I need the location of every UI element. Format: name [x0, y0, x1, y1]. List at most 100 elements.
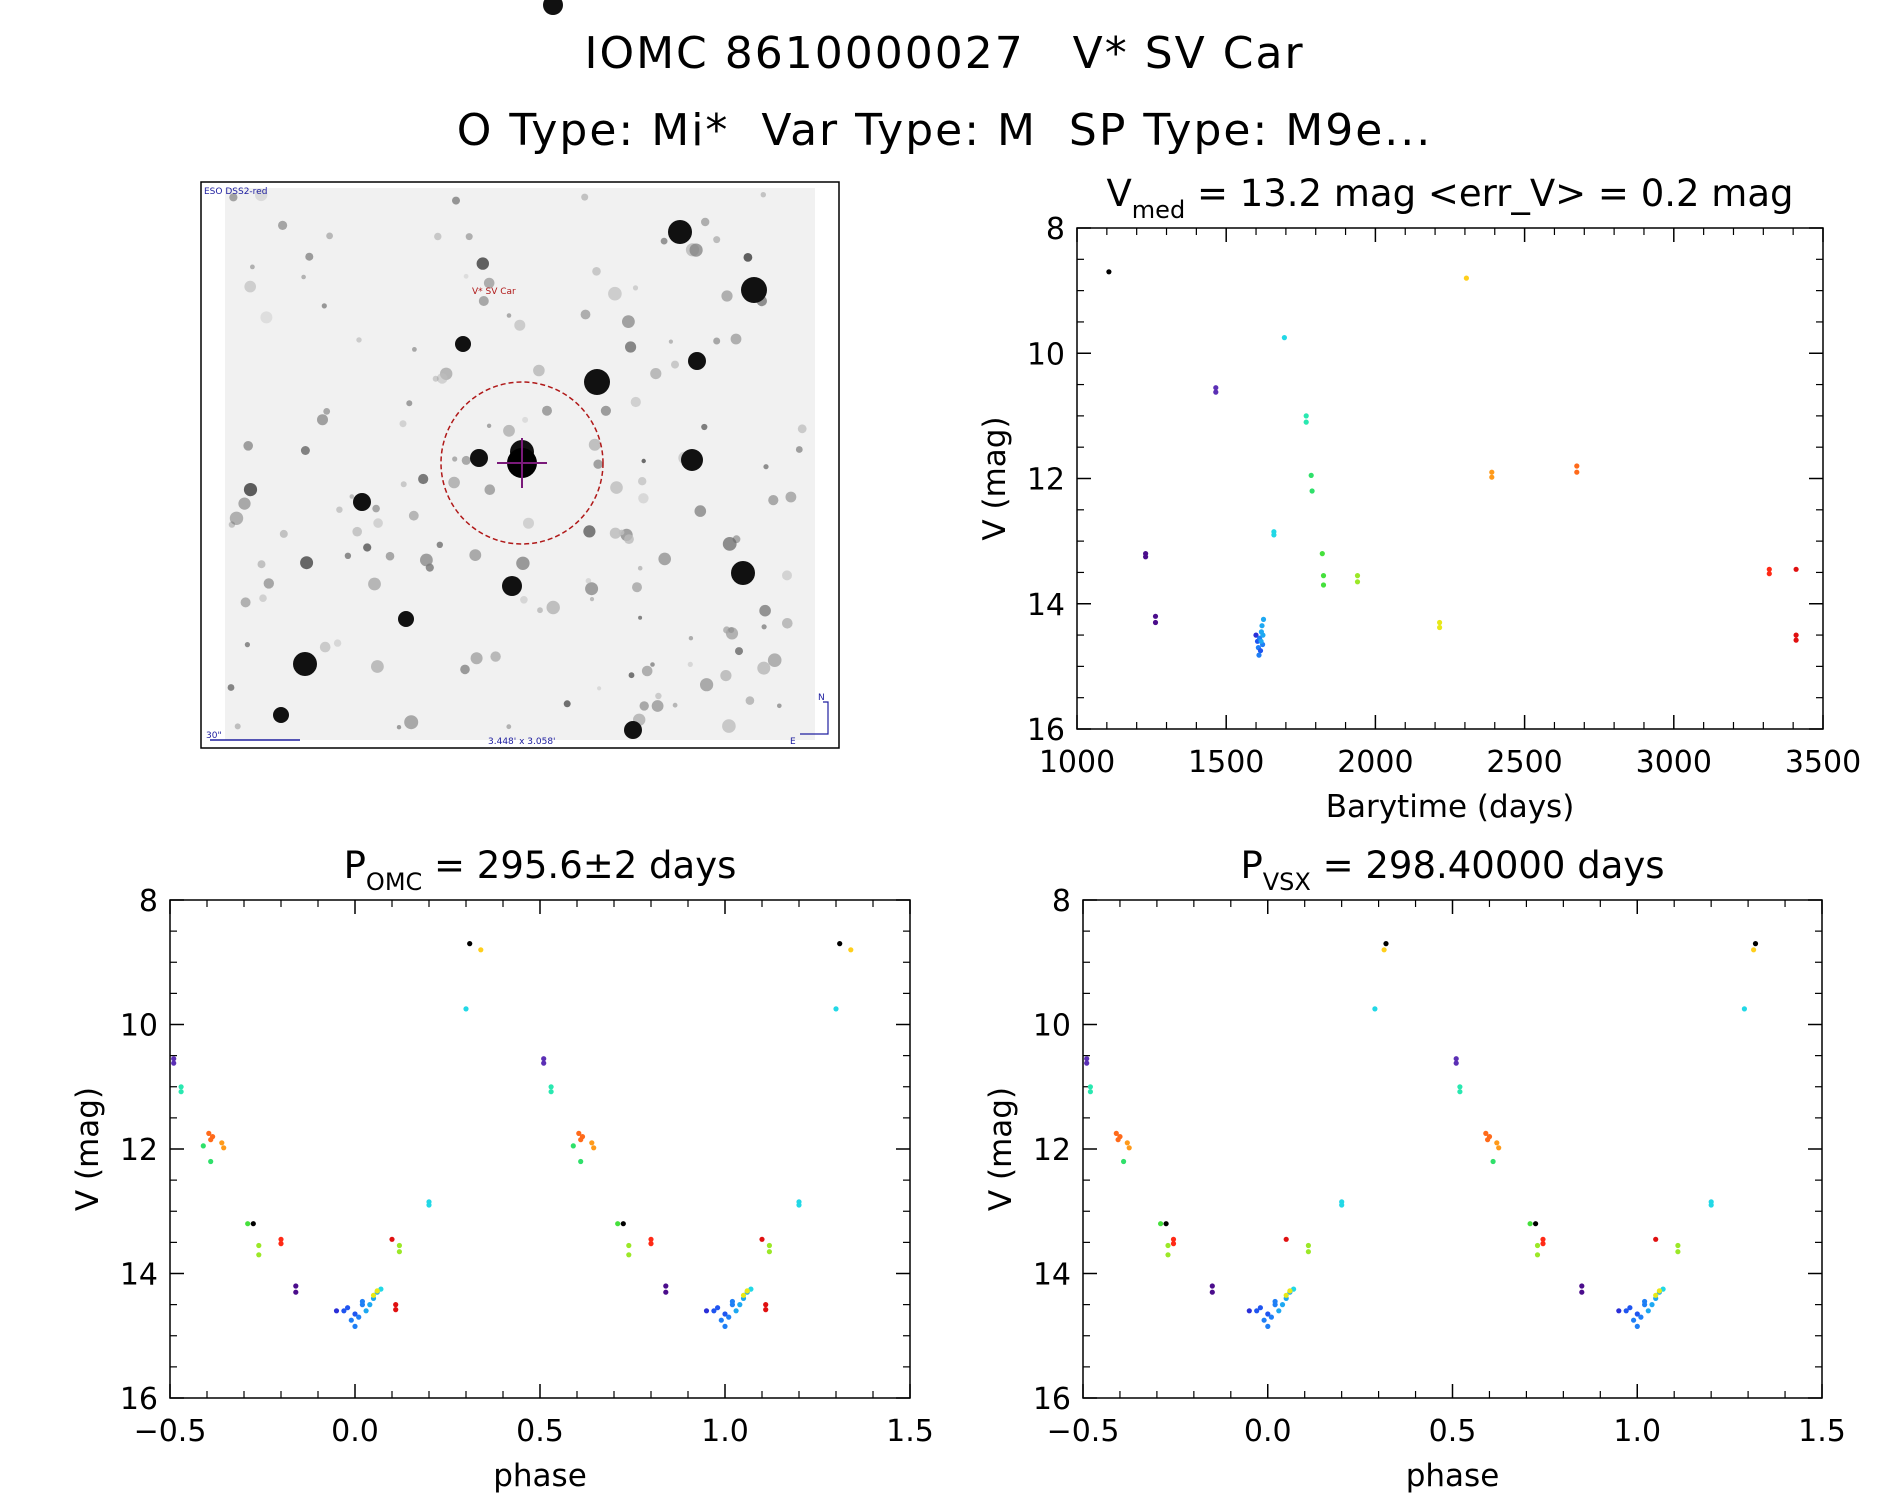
data-point: [393, 1307, 399, 1313]
data-point: [1303, 413, 1309, 419]
y-tick-label: 10: [120, 1009, 158, 1044]
data-point: [548, 1089, 554, 1095]
x-tick-label: 1.5: [886, 1414, 934, 1449]
data-point: [1453, 1060, 1459, 1066]
data-point: [1579, 1289, 1585, 1295]
y-tick-label: 14: [1033, 1258, 1071, 1293]
data-point: [374, 1288, 380, 1294]
data-point: [1793, 566, 1799, 572]
data-point: [711, 1308, 717, 1314]
data-point: [356, 1314, 362, 1320]
data-point: [1653, 1236, 1659, 1242]
data-point: [763, 1302, 769, 1308]
data-point: [1489, 474, 1495, 480]
data-point: [726, 1314, 732, 1320]
data-point: [740, 1292, 747, 1298]
x-tick-label: 1.0: [701, 1414, 749, 1449]
data-point: [1281, 335, 1287, 341]
data-point: [1656, 1288, 1662, 1294]
data-point: [1354, 579, 1361, 585]
y-tick-label: 8: [1052, 884, 1071, 919]
y-axis-label: V (mag): [977, 416, 1013, 540]
data-point: [722, 1323, 728, 1329]
data-point: [1494, 1140, 1500, 1146]
data-point: [1533, 1221, 1539, 1227]
title-rest: = 295.6±2 days: [422, 844, 736, 887]
data-point: [1437, 619, 1443, 626]
data-point: [578, 1158, 584, 1165]
data-point: [1163, 1221, 1169, 1227]
data-point: [1106, 269, 1112, 275]
data-point: [1486, 1134, 1493, 1140]
y-tick-label: 16: [120, 1382, 158, 1417]
x-tick-label: 1.5: [1798, 1414, 1846, 1449]
data-point: [467, 941, 473, 947]
data-point: [200, 1143, 206, 1149]
data-point: [837, 941, 843, 947]
x-tick-label: 0.5: [516, 1414, 564, 1449]
data-point: [1152, 613, 1159, 619]
data-point: [703, 1308, 710, 1314]
data-point: [1152, 619, 1159, 626]
data-point: [541, 1060, 547, 1066]
data-point: [1259, 623, 1265, 629]
data-point: [663, 1283, 669, 1289]
x-axis-label: phase: [1406, 1458, 1500, 1494]
data-point: [763, 1307, 769, 1313]
data-point: [733, 1308, 739, 1314]
data-point: [221, 1145, 227, 1151]
data-point: [1634, 1323, 1640, 1329]
data-point: [1437, 624, 1443, 631]
plot-title: PVSX = 298.40000 days: [1240, 844, 1664, 896]
data-point: [1261, 1317, 1267, 1323]
chart-phase_vsx: −0.5 0.0 0.5 1.0 1.5 8 10 12 14 16 phase V (mag) PVS…: [983, 844, 1846, 1494]
data-point: [1257, 1305, 1263, 1311]
data-point: [1319, 551, 1325, 557]
data-point: [1675, 1242, 1681, 1249]
data-point: [219, 1140, 225, 1146]
x-tick-label: 1.0: [1613, 1414, 1661, 1449]
data-point: [1634, 1311, 1640, 1317]
data-point: [363, 1308, 369, 1314]
data-point: [1257, 648, 1264, 654]
y-tick-label: 10: [1027, 337, 1065, 372]
data-point: [1320, 582, 1327, 588]
data-point: [1534, 1252, 1541, 1258]
x-tick-label: 0.5: [1429, 1414, 1477, 1449]
data-point: [1616, 1308, 1622, 1314]
data-points: [1084, 941, 1759, 1329]
data-point: [426, 1202, 432, 1208]
plot-title: POMC = 295.6±2 days: [344, 844, 737, 896]
title-subscript: med: [1132, 196, 1185, 224]
data-point: [591, 1145, 597, 1151]
data-point: [1766, 566, 1772, 572]
data-point: [1627, 1305, 1633, 1311]
x-tick-label: 0.0: [331, 1414, 379, 1449]
data-point: [1260, 632, 1266, 638]
title-main: P: [1240, 844, 1262, 887]
chart-phase_omc: −0.5 0.0 0.5 1.0 1.5 8 10 12 14 16 phase V (mag) POM…: [70, 844, 934, 1494]
data-point: [718, 1317, 724, 1323]
data-point: [250, 1221, 256, 1227]
plot-frame: [1082, 899, 1823, 1399]
data-point: [208, 1158, 214, 1165]
data-point: [278, 1236, 284, 1242]
data-point: [463, 1006, 469, 1012]
data-point: [833, 1006, 839, 1012]
data-point: [1213, 389, 1219, 395]
data-point: [370, 1292, 377, 1298]
data-point: [729, 1298, 736, 1305]
data-point: [1158, 1221, 1164, 1227]
data-point: [1165, 1252, 1171, 1258]
data-point: [1540, 1236, 1546, 1242]
data-point: [1268, 1314, 1274, 1320]
data-point: [1483, 1130, 1489, 1136]
data-point: [293, 1289, 299, 1295]
data-point: [178, 1084, 184, 1090]
data-point: [1276, 1308, 1282, 1314]
data-point: [1490, 1158, 1496, 1165]
data-point: [352, 1311, 358, 1317]
data-point: [1675, 1249, 1681, 1255]
data-point: [648, 1241, 654, 1247]
